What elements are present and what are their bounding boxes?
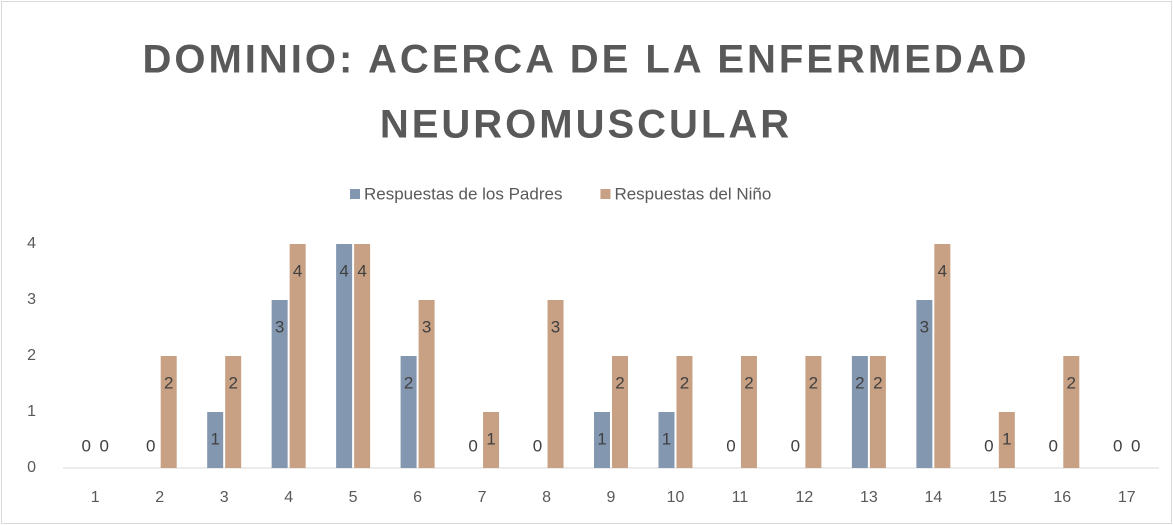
- bar: [418, 300, 435, 468]
- value-label: 3: [422, 317, 431, 336]
- x-tick-label: 1: [91, 489, 100, 506]
- bar: [740, 356, 757, 468]
- bar: [676, 356, 693, 468]
- value-label: 2: [615, 373, 624, 392]
- y-tick-label: 3: [27, 291, 36, 308]
- value-label: 0: [1113, 436, 1122, 455]
- value-label: 3: [920, 317, 929, 336]
- value-label: 1: [1002, 429, 1011, 448]
- y-tick-label: 0: [27, 459, 36, 476]
- y-tick-label: 1: [27, 403, 36, 420]
- bar: [612, 356, 628, 468]
- value-label: 4: [938, 261, 947, 280]
- value-label: 2: [1067, 373, 1076, 392]
- x-tick-label: 9: [607, 489, 616, 506]
- bar: [998, 412, 1015, 468]
- y-tick-label: 2: [27, 347, 36, 364]
- value-label: 0: [82, 436, 91, 455]
- x-tick-label: 17: [1118, 489, 1136, 506]
- bar: [225, 356, 242, 468]
- x-tick-label: 5: [349, 489, 358, 506]
- chart-title: DOMINIO: ACERCA DE LA ENFERMEDAD: [142, 38, 1029, 82]
- value-label: 0: [1049, 436, 1058, 455]
- value-label: 0: [100, 436, 109, 455]
- value-label: 4: [357, 261, 366, 280]
- value-label: 2: [228, 373, 237, 392]
- x-tick-label: 13: [860, 489, 878, 506]
- value-label: 4: [293, 261, 302, 280]
- bar: [400, 356, 417, 468]
- x-tick-label: 15: [989, 489, 1007, 506]
- value-label: 2: [855, 373, 864, 392]
- bar: [851, 356, 868, 468]
- x-tick-label: 12: [796, 489, 814, 506]
- bar: [869, 356, 886, 468]
- value-label: 1: [597, 429, 606, 448]
- x-tick-label: 14: [924, 489, 942, 506]
- bar: [805, 356, 822, 468]
- value-label: 1: [210, 429, 219, 448]
- bar: [594, 412, 610, 468]
- bar: [271, 300, 288, 468]
- value-label: 0: [533, 436, 542, 455]
- x-tick-label: 3: [220, 489, 229, 506]
- x-tick-label: 11: [732, 489, 749, 506]
- legend-swatch: [600, 189, 611, 199]
- value-label: 0: [726, 436, 735, 455]
- value-label: 4: [339, 261, 348, 280]
- legend-label: Respuestas de los Padres: [364, 184, 562, 203]
- value-label: 0: [791, 436, 800, 455]
- bar: [207, 412, 224, 468]
- value-label: 3: [275, 317, 284, 336]
- x-tick-label: 2: [155, 489, 164, 506]
- x-tick-label: 7: [478, 489, 487, 506]
- bar: [354, 244, 371, 468]
- value-label: 0: [468, 436, 477, 455]
- value-label: 2: [873, 373, 882, 392]
- value-label: 0: [1131, 436, 1140, 455]
- bar: [336, 244, 353, 468]
- legend-swatch: [350, 189, 360, 199]
- legend-label: Respuestas del Niño: [614, 184, 771, 203]
- value-label: 0: [984, 436, 993, 455]
- bar: [934, 244, 951, 468]
- value-label: 1: [662, 429, 671, 448]
- value-label: 2: [164, 373, 173, 392]
- value-label: 0: [146, 436, 155, 455]
- chart-title: NEUROMUSCULAR: [380, 103, 792, 147]
- x-tick-label: 6: [413, 489, 422, 506]
- value-label: 2: [404, 373, 413, 392]
- value-label: 2: [680, 373, 689, 392]
- value-label: 2: [744, 373, 753, 392]
- x-tick-label: 16: [1053, 489, 1071, 506]
- x-tick-label: 8: [542, 489, 551, 506]
- x-tick-label: 4: [284, 489, 293, 506]
- bar: [289, 244, 306, 468]
- bar: [1063, 356, 1080, 468]
- x-tick-label: 10: [667, 489, 685, 506]
- bar: [483, 412, 500, 468]
- bar: [658, 412, 675, 468]
- bar: [916, 300, 933, 468]
- value-label: 3: [551, 317, 560, 336]
- bar: [547, 300, 564, 468]
- y-tick-label: 4: [27, 235, 36, 252]
- value-label: 1: [486, 429, 495, 448]
- bar: [160, 356, 177, 468]
- value-label: 2: [809, 373, 818, 392]
